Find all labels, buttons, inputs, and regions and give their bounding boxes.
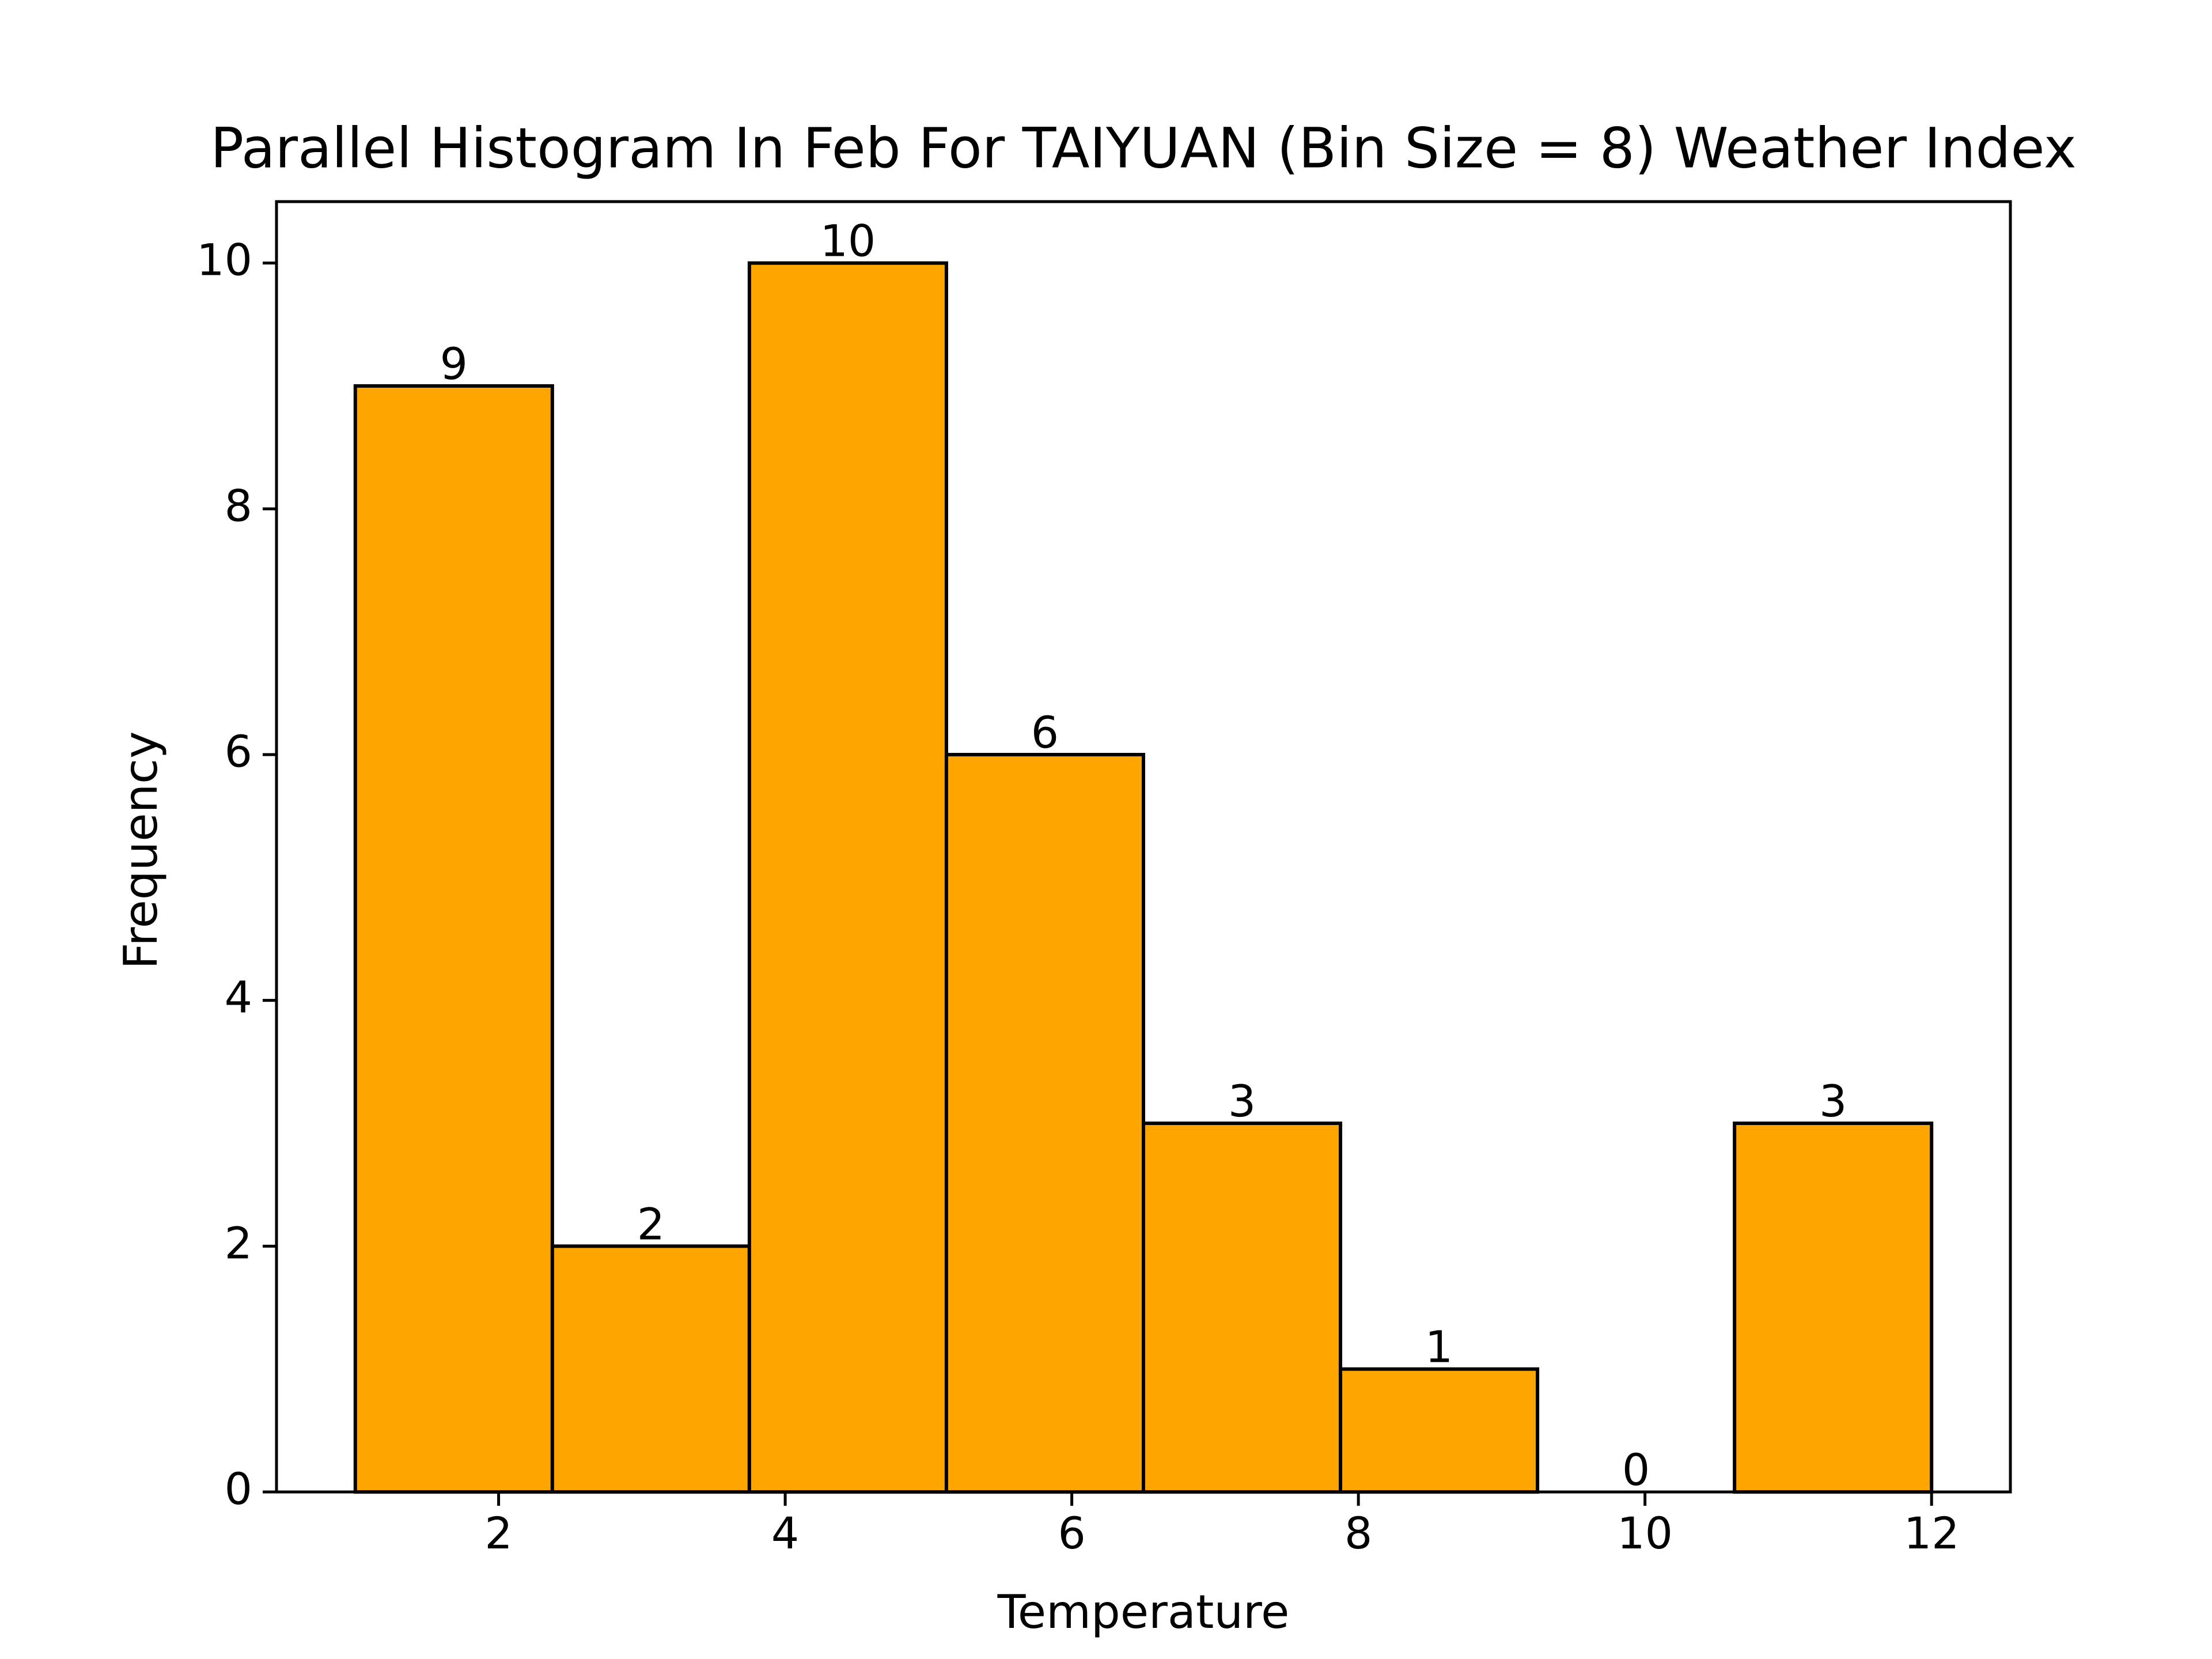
bar-value-label: 6 [1031,707,1059,758]
bar-value-label: 3 [1228,1075,1256,1127]
y-tick-label: 6 [225,726,252,777]
bar-value-label: 0 [1622,1444,1650,1495]
x-tick-label: 2 [484,1508,512,1559]
x-tick-label: 8 [1344,1508,1372,1559]
y-tick-label: 2 [225,1217,252,1268]
chart-title: Parallel Histogram In Feb For TAIYUAN (B… [210,116,2076,180]
y-tick-label: 4 [225,972,252,1023]
x-axis: 2 4 6 8 10 12 [484,1492,1960,1559]
bar-value-label: 10 [820,215,876,267]
y-axis-label: Frequency [114,731,168,969]
bar-value-label: 2 [637,1198,665,1249]
x-axis-label: Temperature [997,1585,1290,1639]
y-axis: 0 2 4 6 8 10 [196,234,276,1514]
x-tick-label: 12 [1904,1508,1960,1559]
histogram-bar [1339,1367,1540,1494]
histogram-bar [747,261,948,1494]
histogram-bar [1142,1122,1343,1494]
x-tick-label: 6 [1058,1508,1085,1559]
axes-frame [275,200,2012,1494]
x-tick-label: 10 [1617,1508,1673,1559]
histogram-bar [550,1244,751,1494]
y-tick-label: 8 [225,480,252,531]
y-tick-label: 0 [225,1463,252,1514]
bar-value-label: 9 [440,338,468,389]
histogram-bar [353,384,554,1494]
histogram-bar [944,753,1146,1494]
histogram-bar [1733,1122,1934,1494]
y-tick-label: 10 [196,234,252,286]
bar-value-label: 1 [1425,1321,1453,1373]
bar-value-label: 3 [1819,1075,1847,1127]
bars-group [353,261,1934,1494]
x-tick-label: 4 [771,1508,799,1559]
